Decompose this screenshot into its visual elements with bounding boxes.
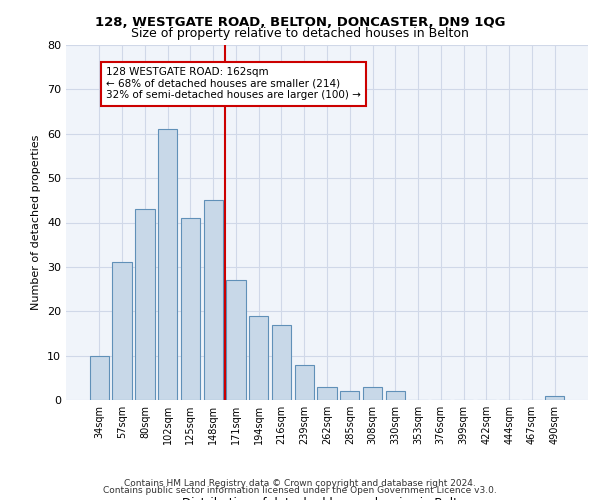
Bar — [135, 209, 155, 400]
Bar — [90, 356, 109, 400]
X-axis label: Distribution of detached houses by size in Belton: Distribution of detached houses by size … — [182, 497, 472, 500]
Text: Size of property relative to detached houses in Belton: Size of property relative to detached ho… — [131, 28, 469, 40]
Bar — [272, 324, 291, 400]
Bar — [249, 316, 268, 400]
Bar — [295, 364, 314, 400]
Bar — [545, 396, 564, 400]
Y-axis label: Number of detached properties: Number of detached properties — [31, 135, 41, 310]
Bar — [158, 130, 178, 400]
Text: 128 WESTGATE ROAD: 162sqm
← 68% of detached houses are smaller (214)
32% of semi: 128 WESTGATE ROAD: 162sqm ← 68% of detac… — [106, 67, 361, 100]
Bar — [226, 280, 245, 400]
Text: 128, WESTGATE ROAD, BELTON, DONCASTER, DN9 1QG: 128, WESTGATE ROAD, BELTON, DONCASTER, D… — [95, 16, 505, 29]
Bar — [203, 200, 223, 400]
Bar — [112, 262, 132, 400]
Bar — [317, 386, 337, 400]
Bar — [340, 391, 359, 400]
Bar — [386, 391, 405, 400]
Bar — [363, 386, 382, 400]
Text: Contains public sector information licensed under the Open Government Licence v3: Contains public sector information licen… — [103, 486, 497, 495]
Text: Contains HM Land Registry data © Crown copyright and database right 2024.: Contains HM Land Registry data © Crown c… — [124, 478, 476, 488]
Bar — [181, 218, 200, 400]
